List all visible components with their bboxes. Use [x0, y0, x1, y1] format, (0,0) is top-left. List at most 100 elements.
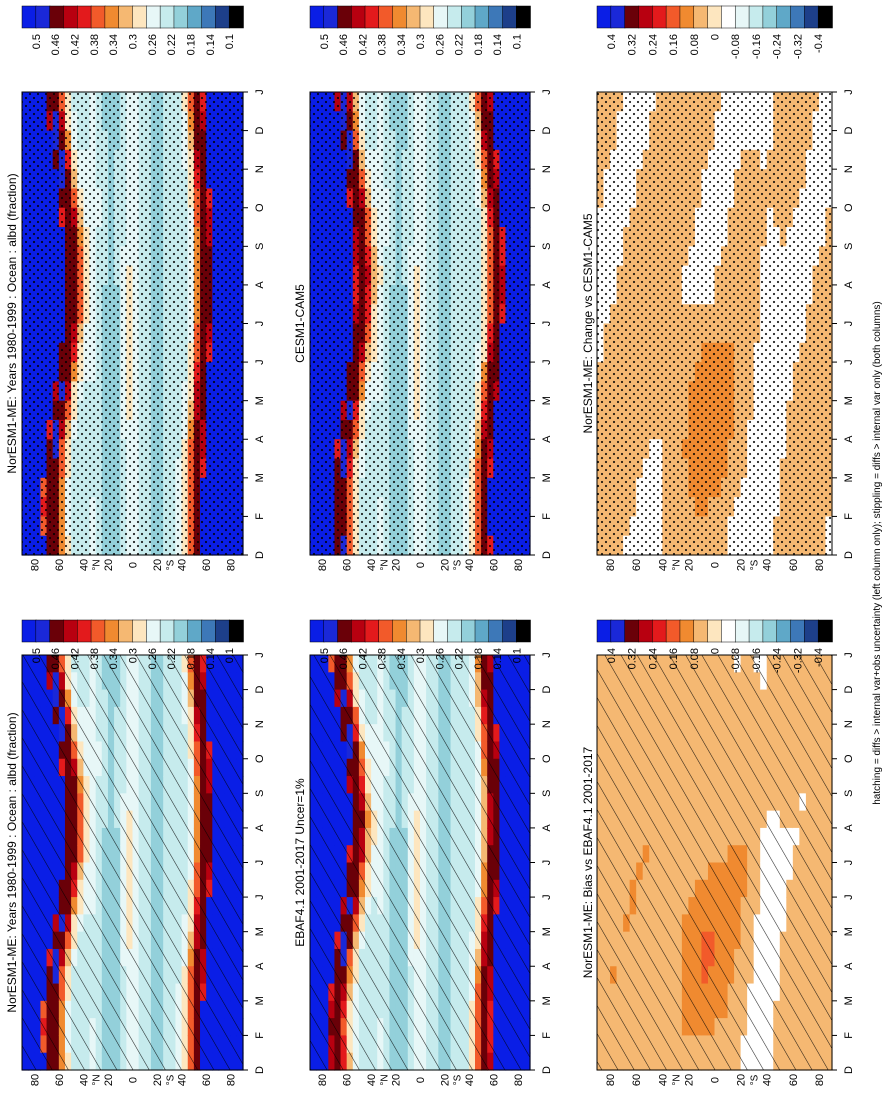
month-tick-label: A [541, 962, 553, 970]
colorbar-label: 0.38 [89, 648, 101, 669]
month-tick-label: A [254, 435, 266, 443]
lat-tick-label: 60 [788, 1074, 800, 1086]
colorbar-label: 0.14 [492, 648, 504, 669]
colorbar-label: 0.1 [511, 648, 523, 663]
colorbar-label: 0.22 [166, 34, 178, 55]
month-tick-label: A [843, 824, 855, 832]
colorbar-label: 0.38 [89, 34, 101, 55]
colorbar-swatch [364, 5, 380, 29]
panel-left-bottom: 80 60 40 20 0 20 40 60 80°N °SDFMAMJJASONDJNorESM… [581, 619, 855, 1086]
colorbar-label: 0.4 [606, 648, 618, 663]
hemisphere-label: °N [671, 1074, 682, 1085]
colorbar-swatch [419, 5, 435, 29]
month-tick-label: J [541, 860, 553, 866]
colorbar-swatch [146, 5, 161, 29]
month-tick-label: S [843, 790, 855, 797]
lat-tick-label: 40 [366, 559, 378, 571]
panel-title: EBAF4.1 2001-2017 Uncer=1% [293, 778, 307, 947]
month-tick-label: D [541, 686, 553, 694]
colorbar-label: 0.34 [396, 648, 408, 669]
colorbar-swatch [63, 619, 78, 643]
hemisphere-label: °N [379, 1074, 390, 1085]
month-tick-label: M [541, 396, 553, 405]
colorbar-swatch [118, 619, 134, 643]
panel-left-middle: 80 60 40 20 0 20 40 60 80°N °SDFMAMJJASONDJEBAF4.… [293, 619, 553, 1086]
panel-title: NorESM1-ME: Years 1980-1999 : Ocean : al… [5, 712, 19, 1012]
month-tick-label: D [254, 127, 266, 135]
colorbar-swatch [447, 619, 462, 643]
month-tick-label: D [541, 551, 553, 559]
colorbar-label: 0.32 [627, 648, 639, 669]
panel-left-top: 80 60 40 20 0 20 40 60 80°N °SDFMAMJJASONDJNorESM… [5, 619, 266, 1086]
colorbar-swatch [323, 619, 339, 643]
colorbar-label: 0.18 [186, 34, 198, 55]
colorbar-swatch [406, 619, 421, 643]
lat-tick-label: 0 [128, 1077, 140, 1083]
colorbar-swatch [665, 619, 681, 643]
month-tick-label: J [541, 894, 553, 900]
colorbar-swatch [323, 5, 339, 29]
colorbar-swatch [474, 619, 490, 643]
colorbar-label: -0.4 [813, 648, 825, 667]
colorbar-swatch [118, 5, 134, 29]
stippling-overlay [310, 92, 530, 555]
colorbar-swatch [21, 619, 37, 643]
colorbar-label: 0.5 [319, 34, 331, 49]
colorbar-label: 0.46 [338, 34, 350, 55]
colorbar-swatch [488, 5, 504, 29]
month-tick-label: M [254, 996, 266, 1005]
lat-tick-label: 40 [78, 559, 90, 571]
lat-tick-label: 60 [54, 559, 66, 571]
lat-tick-label: 20 [103, 559, 115, 571]
colorbar-swatch [337, 619, 352, 643]
colorbar-swatch [49, 5, 65, 29]
colorbar-swatch [790, 619, 806, 643]
lat-tick-label: 60 [488, 1074, 500, 1086]
month-tick-label: A [541, 435, 553, 443]
colorbar-label: 0.34 [108, 34, 120, 55]
colorbar-swatch [734, 619, 750, 643]
colorbar-label: 0.3 [415, 648, 427, 663]
colorbar-swatch [776, 619, 792, 643]
colorbar-label: 0 [710, 648, 722, 654]
colorbar-swatch [90, 619, 106, 643]
month-tick-label: A [254, 962, 266, 970]
lat-tick-label: 0 [415, 1077, 427, 1083]
month-tick-label: A [541, 824, 553, 832]
lat-tick-label: 40 [762, 1074, 774, 1086]
colorbar-swatch [146, 619, 161, 643]
month-tick-label: A [843, 962, 855, 970]
colorbar-swatch [35, 619, 51, 643]
colorbar-label: 0.34 [396, 34, 408, 55]
month-tick-label: J [254, 652, 266, 658]
month-tick-label: S [254, 790, 266, 797]
lat-tick-label: 80 [513, 559, 525, 571]
colorbar-label: 0.42 [357, 648, 369, 669]
panel-title: CESM1-CAM5 [293, 284, 307, 363]
month-tick-label: J [541, 321, 553, 327]
hatching-overlay [597, 655, 832, 1070]
panels-layer: 80 60 40 20 0 20 40 60 80°N °SDFMAMJJASONDJNorESM… [5, 5, 855, 1086]
colorbar-swatch [817, 619, 833, 643]
month-tick-label: O [254, 203, 266, 212]
colorbar-label: -0.08 [730, 648, 742, 673]
month-tick-label: A [254, 281, 266, 289]
hemisphere-label: °N [92, 1074, 103, 1085]
month-tick-label: N [843, 720, 855, 728]
colorbar-label: 0.1 [224, 34, 236, 49]
month-tick-label: D [254, 686, 266, 694]
lat-tick-label: 60 [631, 1074, 643, 1086]
colorbar-swatch [707, 619, 723, 643]
colorbar-swatch [406, 5, 421, 29]
month-tick-label: M [541, 927, 553, 936]
month-tick-label: D [541, 1066, 553, 1074]
lat-tick-label: 40 [464, 559, 476, 571]
colorbar-label: 0.22 [454, 648, 466, 669]
colorbar-swatch [228, 619, 244, 643]
month-tick-label: J [843, 860, 855, 866]
lat-tick-label: 80 [29, 1074, 41, 1086]
colorbar-label: 0.18 [473, 34, 485, 55]
colorbar-label: 0.1 [224, 648, 236, 663]
month-tick-label: J [254, 89, 266, 95]
colorbar-swatch [132, 5, 148, 29]
